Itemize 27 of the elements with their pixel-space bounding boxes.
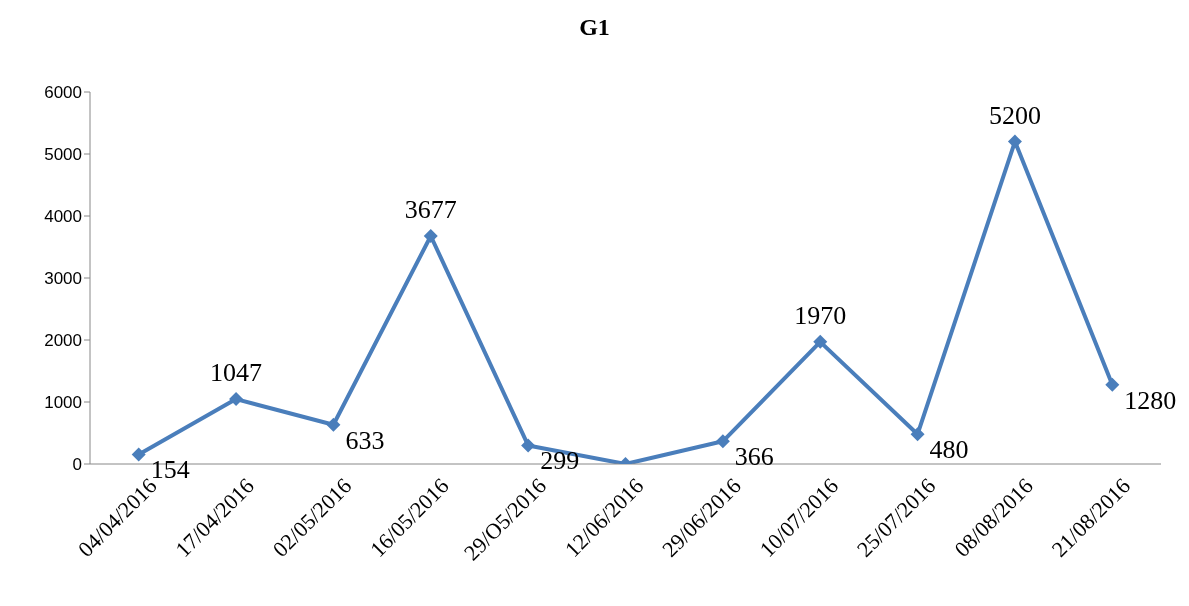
data-label: 3677 <box>404 195 457 225</box>
point <box>521 438 536 453</box>
data-label: 366 <box>734 442 774 472</box>
point <box>326 417 341 432</box>
y-tick-label: 1000 <box>44 393 82 413</box>
y-tick-label: 0 <box>72 455 82 475</box>
point <box>1105 377 1120 392</box>
y-tick-label: 5000 <box>44 145 82 165</box>
y-tick-label: 2000 <box>44 331 82 351</box>
y-tick-label: 4000 <box>44 207 82 227</box>
point <box>1007 134 1022 149</box>
chart-title: G1 <box>578 14 611 41</box>
data-label: 480 <box>929 435 969 465</box>
point <box>715 434 730 449</box>
data-label: 1047 <box>210 358 263 388</box>
y-tick-label: 3000 <box>44 269 82 289</box>
point <box>423 229 438 244</box>
data-label: 1280 <box>1124 385 1177 415</box>
data-label: 633 <box>345 425 385 455</box>
point <box>229 392 244 407</box>
point <box>131 447 146 462</box>
data-label: 5200 <box>988 100 1041 130</box>
data-label: 1970 <box>794 300 847 330</box>
point <box>813 334 828 349</box>
y-tick-label: 6000 <box>44 83 82 103</box>
point <box>910 427 925 442</box>
data-label: 299 <box>540 446 580 476</box>
